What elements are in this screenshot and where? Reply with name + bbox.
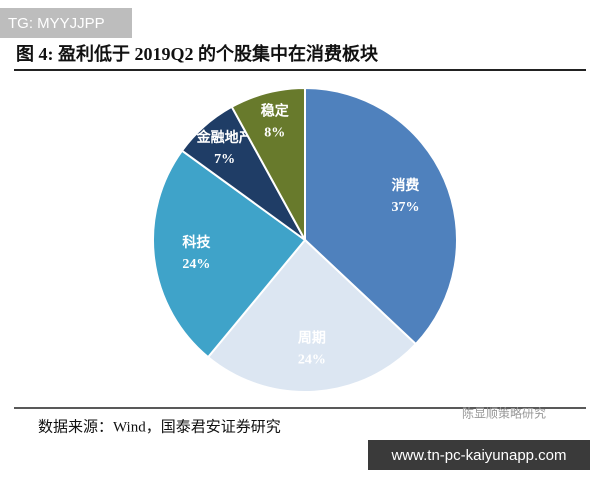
slice-value-label: 8% xyxy=(264,125,285,140)
slice-value-label: 24% xyxy=(298,352,326,367)
watermark-box xyxy=(0,8,132,38)
slice-value-label: 7% xyxy=(214,152,235,167)
chart-title: 图 4: 盈利低于 2019Q2 的个股集中在消费板块 xyxy=(16,43,379,64)
logo-watermark: 陈显顺策略研究 xyxy=(462,406,546,421)
url-text: www.tn-pc-kaiyunapp.com xyxy=(390,447,566,464)
source-note: 数据来源：Wind，国泰君安证券研究 xyxy=(38,418,281,435)
pie-slice xyxy=(206,238,418,393)
pie: 消费 37% 周期 24% 科技 24% 金融地产 7% 稳定 8% xyxy=(152,86,458,393)
pie-slice xyxy=(152,149,307,359)
slice-label: 稳定 xyxy=(261,102,289,119)
slice-label: 金融地产 xyxy=(196,129,253,146)
watermark-text: TG: MYYJJPP xyxy=(8,15,105,32)
slice-label: 消费 xyxy=(391,177,419,194)
slice-value-label: 37% xyxy=(391,200,419,215)
slice-value-label: 24% xyxy=(182,257,210,272)
slice-label: 周期 xyxy=(298,330,326,346)
slice-label: 科技 xyxy=(182,234,211,251)
pie-slice xyxy=(230,86,306,241)
url-box xyxy=(368,440,590,470)
pie-slice xyxy=(304,86,458,346)
